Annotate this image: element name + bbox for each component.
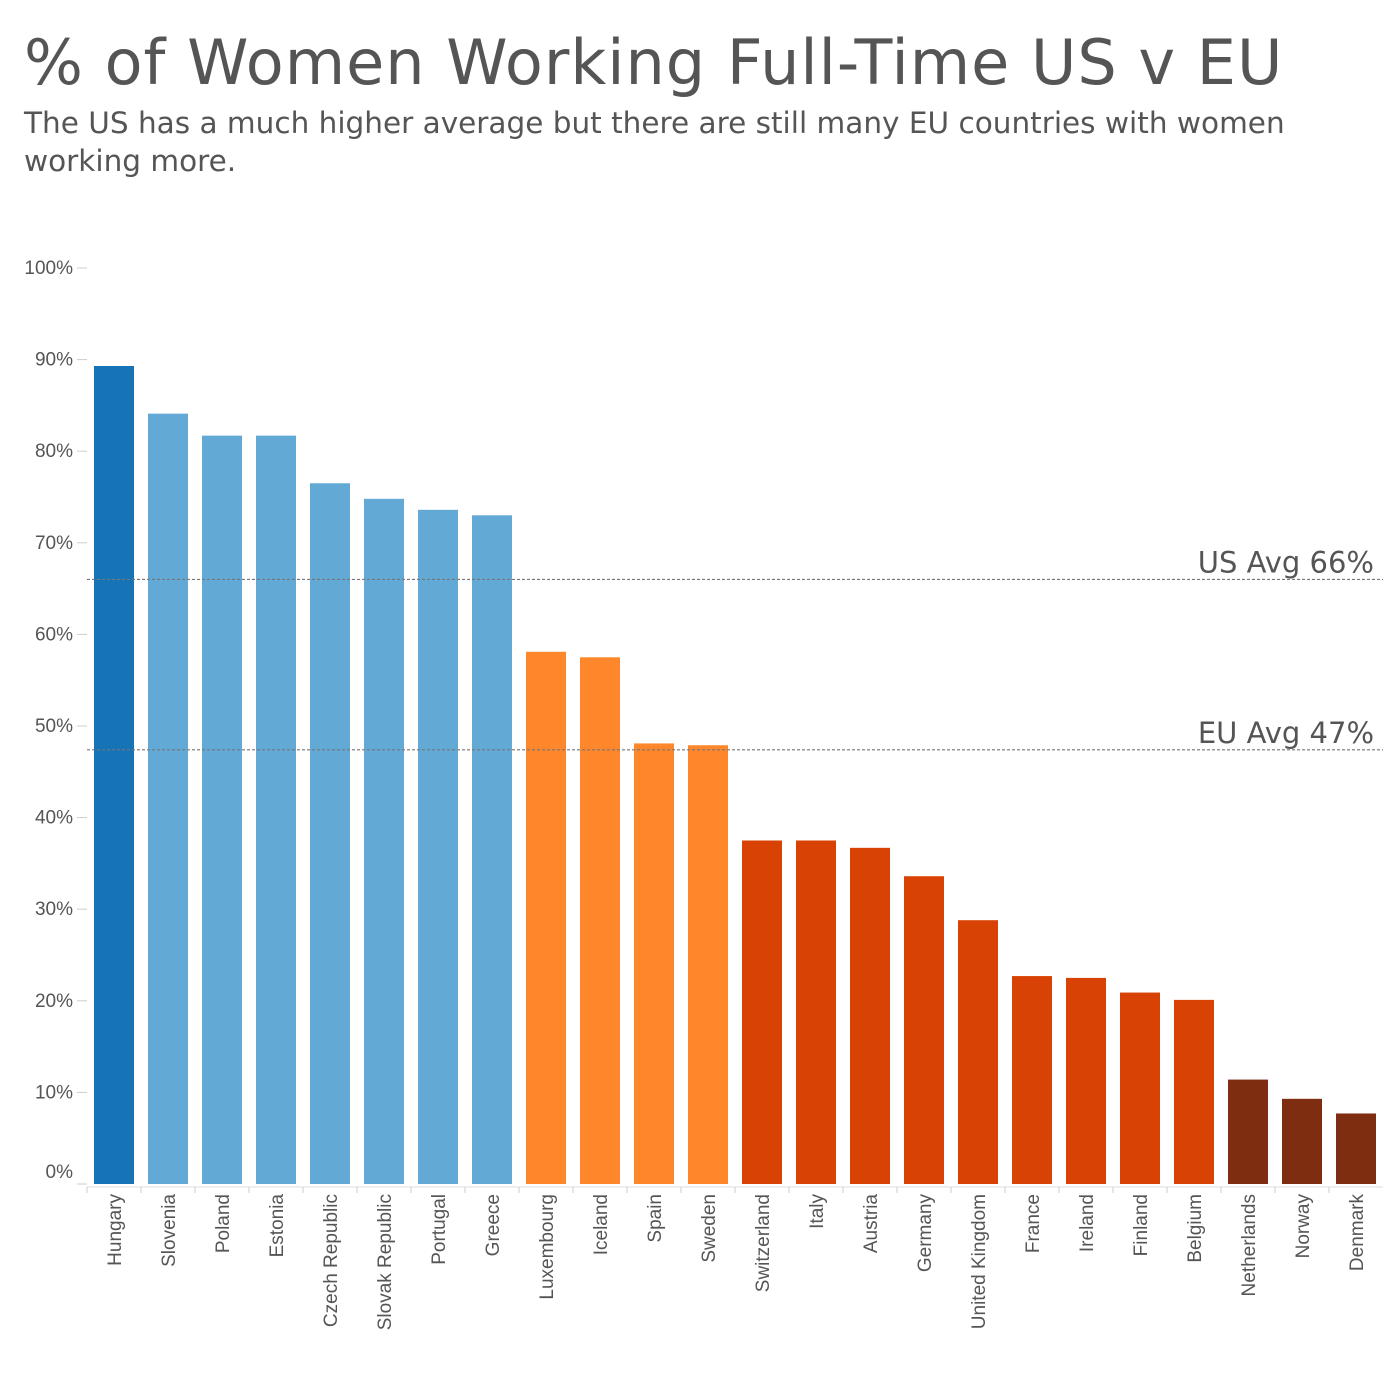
- bar-slovak-republic: [364, 498, 404, 1184]
- bar-czech-republic: [310, 483, 350, 1184]
- bar-france: [1012, 976, 1052, 1184]
- y-tick-label: 90%: [35, 350, 73, 371]
- x-category-label: Italy: [807, 1194, 828, 1229]
- y-tick-label: 10%: [35, 1082, 73, 1103]
- bar-iceland: [580, 657, 620, 1184]
- x-category-label: Belgium: [1185, 1194, 1206, 1263]
- x-category-label: Austria: [861, 1194, 882, 1254]
- bar-portugal: [418, 509, 458, 1185]
- x-category-label: Slovak Republic: [375, 1194, 396, 1330]
- x-category-label: Germany: [915, 1194, 936, 1273]
- bar-finland: [1120, 992, 1160, 1184]
- x-category-label: Netherlands: [1239, 1194, 1260, 1296]
- bar-slovenia: [148, 413, 188, 1184]
- chart-title: % of Women Working Full-Time US v EU: [24, 26, 1284, 99]
- x-category-label: Spain: [645, 1194, 666, 1243]
- bars-group: [94, 366, 1376, 1185]
- x-category-label: Czech Republic: [321, 1194, 342, 1327]
- x-category-label: United Kingdom: [969, 1194, 990, 1329]
- bar-sweden: [688, 745, 728, 1184]
- bar-italy: [796, 840, 836, 1184]
- x-category-label: Finland: [1131, 1194, 1152, 1256]
- chart-subtitle: The US has a much higher average but the…: [24, 106, 1285, 178]
- bar-belgium: [1174, 999, 1214, 1184]
- bar-greece: [472, 515, 512, 1184]
- bar-germany: [904, 876, 944, 1184]
- y-axis: 0% 10% 20% 30% 40% 50% 60% 70% 80% 90% 100%: [24, 258, 87, 1185]
- reference-line-label: EU Avg 47%: [1198, 716, 1374, 750]
- x-category-label: Slovenia: [159, 1194, 180, 1267]
- x-category-label: Estonia: [267, 1194, 288, 1258]
- x-category-label: Iceland: [591, 1194, 612, 1255]
- y-tick-label: 50%: [35, 716, 73, 737]
- y-tick-label: 20%: [35, 991, 73, 1012]
- x-category-label: Ireland: [1077, 1194, 1098, 1252]
- y-tick-label: 0%: [46, 1162, 74, 1183]
- bar-switzerland: [742, 840, 782, 1184]
- x-category-label: Hungary: [105, 1194, 126, 1266]
- x-category-label: Norway: [1293, 1194, 1314, 1259]
- x-axis: Hungary Slovenia Poland Estonia Czech Republ…: [86, 1186, 1383, 1330]
- bar-norway: [1282, 1098, 1322, 1184]
- x-category-label: Switzerland: [753, 1194, 774, 1292]
- bar-luxembourg: [526, 651, 566, 1184]
- x-category-label: Sweden: [699, 1194, 720, 1263]
- y-tick-label: 30%: [35, 899, 73, 920]
- bar-estonia: [256, 435, 296, 1184]
- x-category-label: Portugal: [429, 1194, 450, 1265]
- reference-line-label: US Avg 66%: [1198, 545, 1374, 579]
- y-tick-label: 70%: [35, 533, 73, 554]
- x-category-label: Poland: [213, 1194, 234, 1253]
- bar-austria: [850, 847, 890, 1184]
- bar-hungary: [94, 366, 134, 1185]
- bar-united-kingdom: [958, 920, 998, 1184]
- bar-spain: [634, 743, 674, 1184]
- x-category-label: Greece: [483, 1194, 504, 1256]
- x-category-label: Luxembourg: [537, 1194, 558, 1300]
- x-category-label: Denmark: [1347, 1194, 1368, 1272]
- bar-netherlands: [1228, 1079, 1268, 1184]
- bar-poland: [202, 435, 242, 1184]
- y-tick-label: 40%: [35, 808, 73, 829]
- y-tick-label: 100%: [24, 258, 73, 279]
- y-tick-label: 60%: [35, 624, 73, 645]
- reference-lines: US Avg 66% EU Avg 47%: [87, 545, 1383, 751]
- bar-ireland: [1066, 977, 1106, 1184]
- x-category-label: France: [1023, 1194, 1044, 1253]
- bar-denmark: [1336, 1113, 1376, 1184]
- y-tick-label: 80%: [35, 441, 73, 462]
